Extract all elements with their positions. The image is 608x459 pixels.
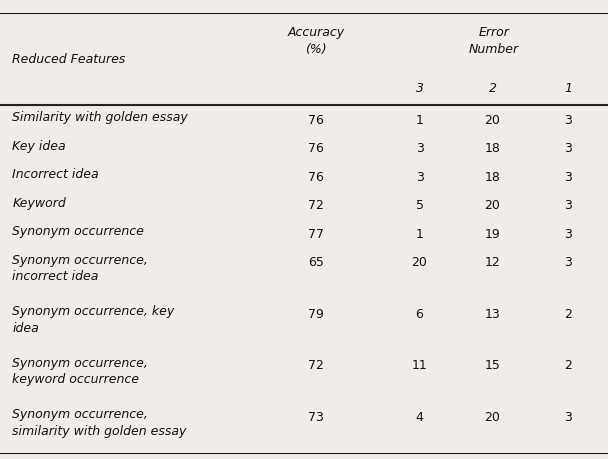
Text: 3: 3 (565, 256, 572, 269)
Text: Synonym occurrence, key
idea: Synonym occurrence, key idea (12, 305, 174, 334)
Text: Synonym occurrence,
similarity with golden essay: Synonym occurrence, similarity with gold… (12, 408, 187, 437)
Text: Error
Number: Error Number (469, 26, 519, 56)
Text: 11: 11 (412, 358, 427, 371)
Text: 3: 3 (565, 142, 572, 155)
Text: 2: 2 (565, 307, 572, 320)
Text: 3: 3 (565, 410, 572, 423)
Text: 3: 3 (565, 199, 572, 212)
Text: 2: 2 (488, 82, 497, 95)
Text: 4: 4 (416, 410, 423, 423)
Text: 18: 18 (485, 142, 500, 155)
Text: 2: 2 (565, 358, 572, 371)
Text: 20: 20 (412, 256, 427, 269)
Text: Keyword: Keyword (12, 196, 66, 209)
Text: 72: 72 (308, 358, 324, 371)
Text: Synonym occurrence: Synonym occurrence (12, 225, 144, 238)
Text: 20: 20 (485, 410, 500, 423)
Text: 1: 1 (416, 227, 423, 240)
Text: Reduced Features: Reduced Features (12, 53, 125, 66)
Text: 5: 5 (415, 199, 424, 212)
Text: 76: 76 (308, 142, 324, 155)
Text: 76: 76 (308, 113, 324, 126)
Text: 65: 65 (308, 256, 324, 269)
Text: 3: 3 (565, 170, 572, 183)
Text: Key idea: Key idea (12, 140, 66, 152)
Text: Incorrect idea: Incorrect idea (12, 168, 98, 181)
Text: 15: 15 (485, 358, 500, 371)
Text: 1: 1 (416, 113, 423, 126)
Text: 3: 3 (416, 170, 423, 183)
Text: 76: 76 (308, 170, 324, 183)
Text: 3: 3 (565, 227, 572, 240)
Text: 73: 73 (308, 410, 324, 423)
Text: Accuracy
(%): Accuracy (%) (288, 26, 345, 56)
Text: 12: 12 (485, 256, 500, 269)
Text: Similarity with golden essay: Similarity with golden essay (12, 111, 188, 124)
Text: 77: 77 (308, 227, 324, 240)
Text: 13: 13 (485, 307, 500, 320)
Text: 18: 18 (485, 170, 500, 183)
Text: 72: 72 (308, 199, 324, 212)
Text: 79: 79 (308, 307, 324, 320)
Text: 20: 20 (485, 113, 500, 126)
Text: 3: 3 (565, 113, 572, 126)
Text: 20: 20 (485, 199, 500, 212)
Text: 6: 6 (416, 307, 423, 320)
Text: Synonym occurrence,
keyword occurrence: Synonym occurrence, keyword occurrence (12, 356, 148, 386)
Text: 3: 3 (416, 142, 423, 155)
Text: 1: 1 (564, 82, 573, 95)
Text: 19: 19 (485, 227, 500, 240)
Text: 3: 3 (415, 82, 424, 95)
Text: Synonym occurrence,
incorrect idea: Synonym occurrence, incorrect idea (12, 253, 148, 283)
